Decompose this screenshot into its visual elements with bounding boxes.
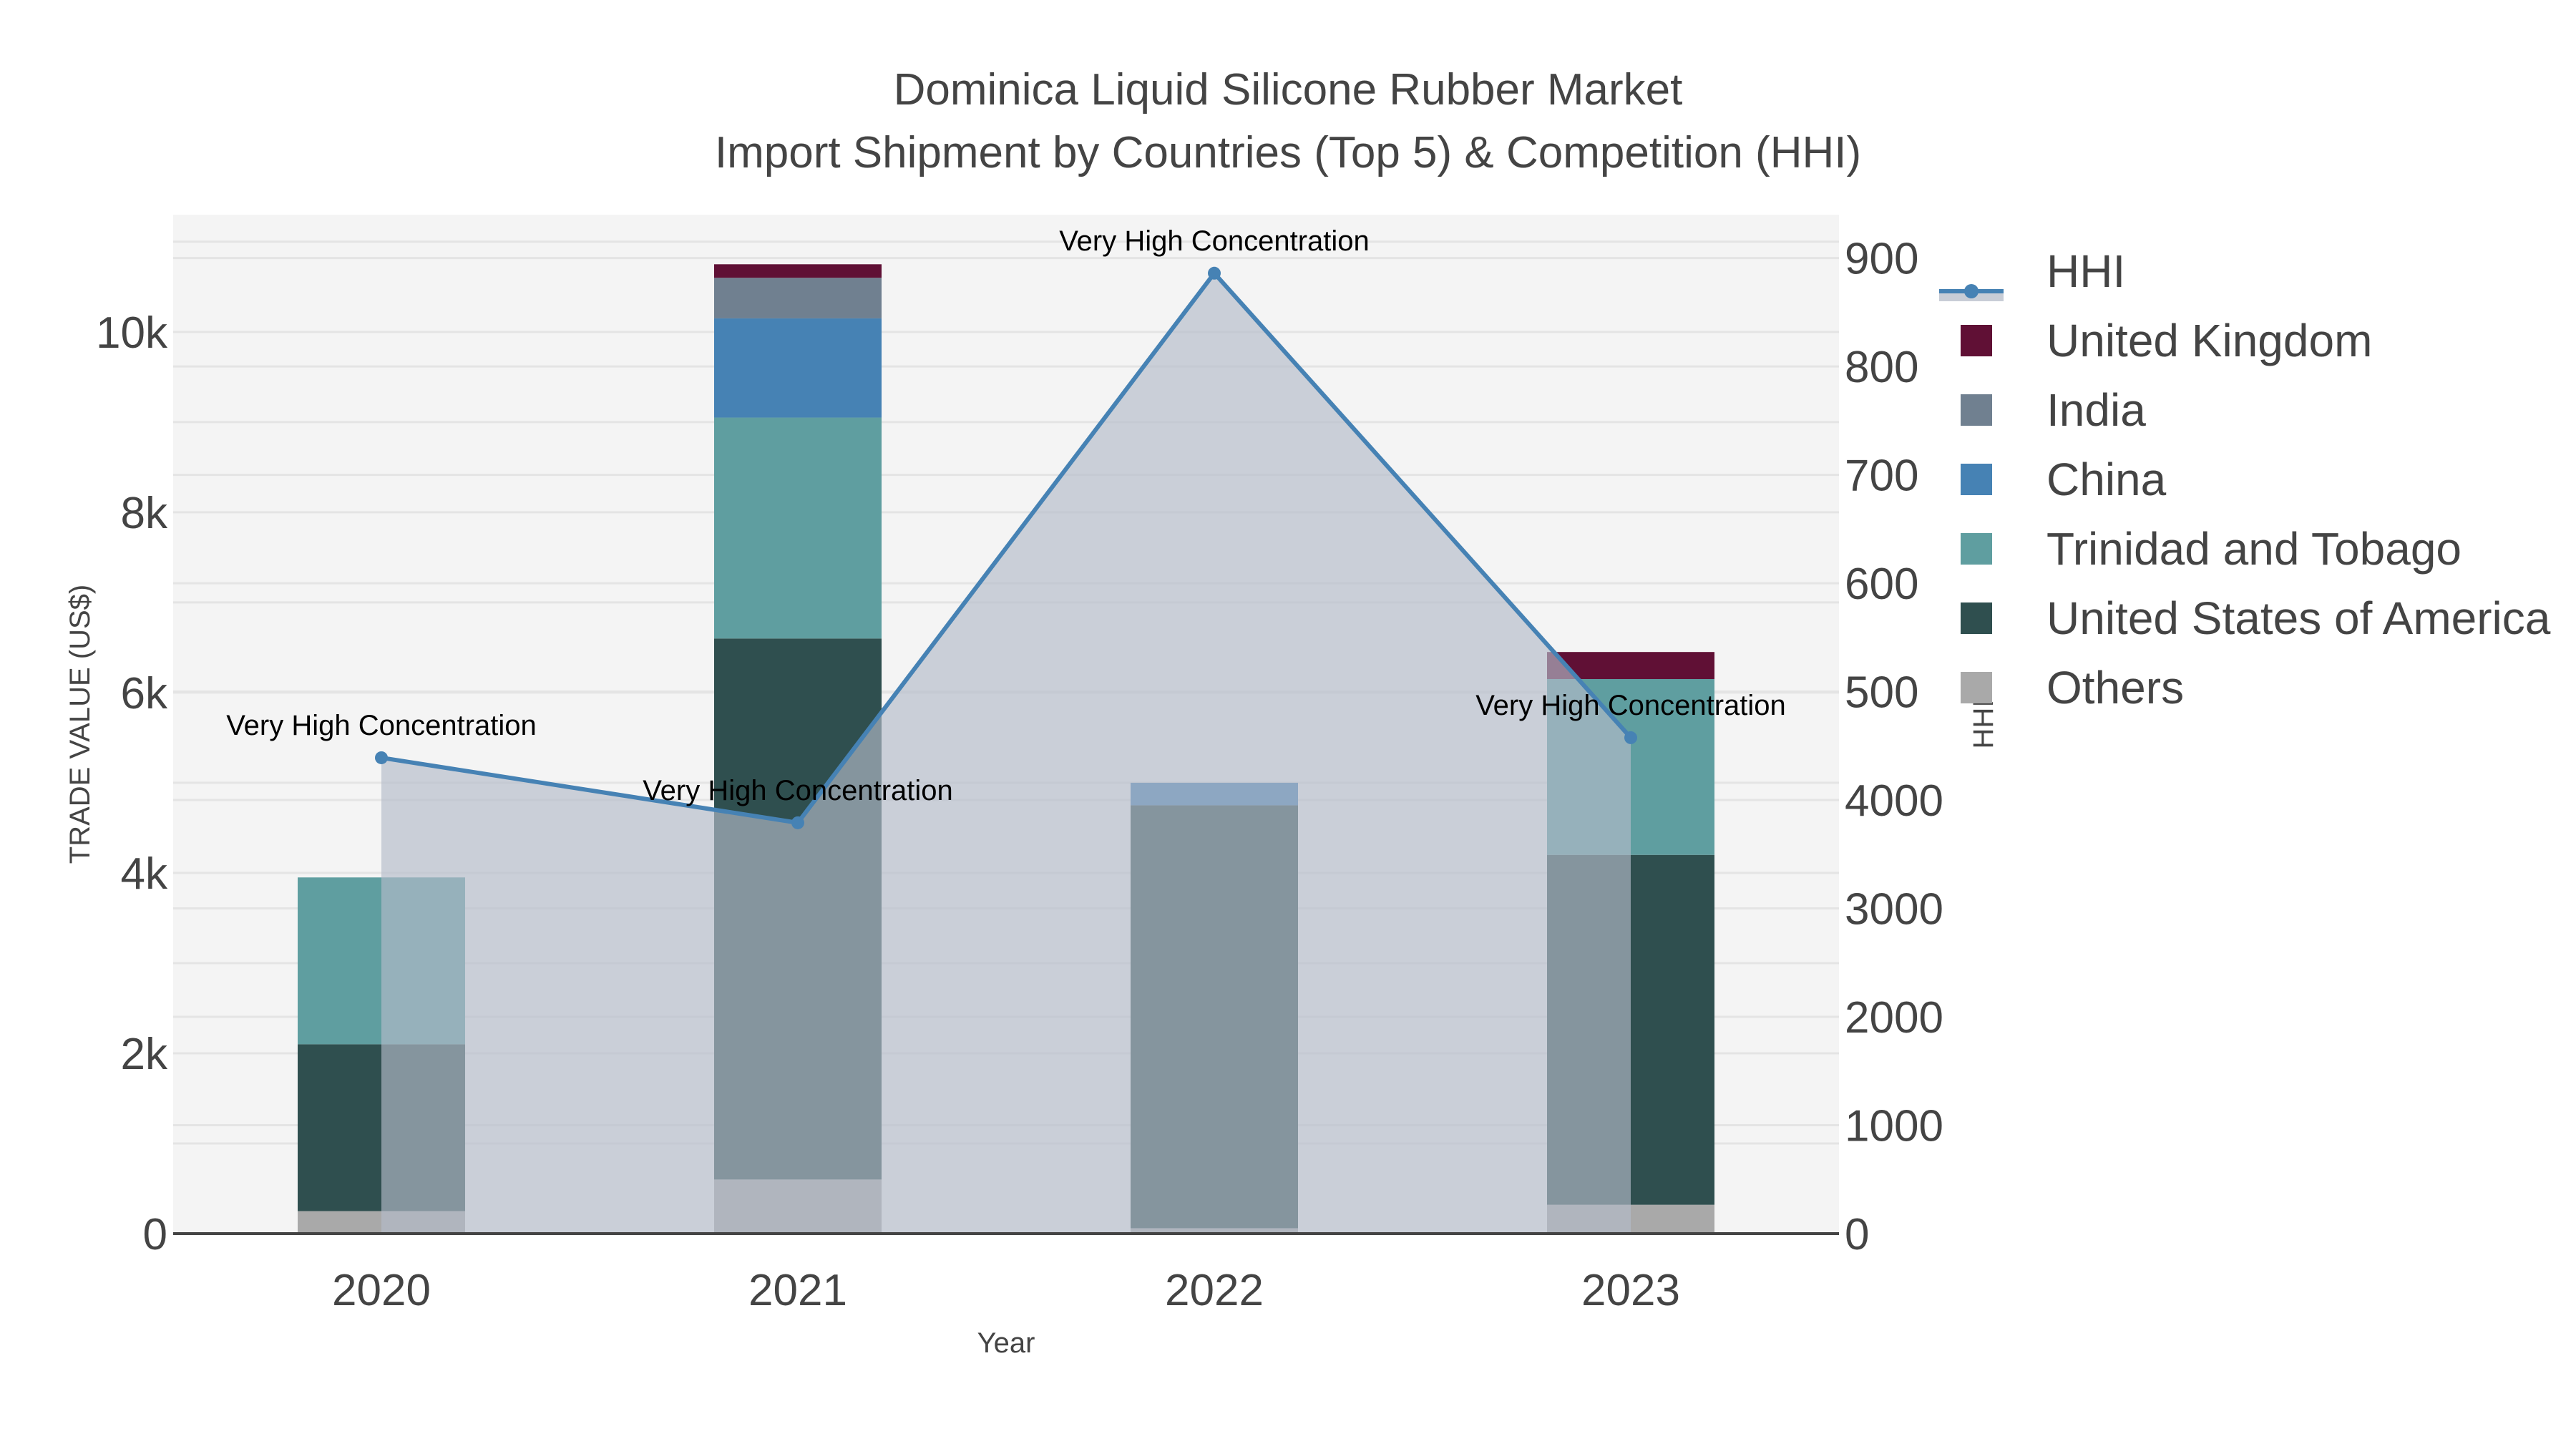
color-swatch-icon bbox=[1961, 463, 1992, 495]
legend-label: China bbox=[2046, 453, 2167, 505]
color-swatch-icon bbox=[1961, 532, 1992, 565]
hhi-point[interactable] bbox=[1208, 266, 1221, 280]
x-tick-label: 2022 bbox=[1165, 1266, 1264, 1315]
y-axis-title: TRADE VALUE (US$) bbox=[64, 585, 96, 864]
legend-item[interactable]: Trinidad and Tobago bbox=[1939, 514, 2550, 583]
legend-label: Others bbox=[2046, 661, 2185, 713]
hhi-line bbox=[381, 270, 1633, 826]
y2-tick-label: 700 bbox=[1845, 452, 1918, 501]
hhi-area bbox=[381, 273, 1631, 1234]
y-tick-label: 0 bbox=[143, 1210, 167, 1259]
y-tick-label: 2k bbox=[121, 1030, 168, 1079]
legend-item[interactable]: United States of America bbox=[1939, 583, 2550, 653]
y-tick-label: 8k bbox=[121, 489, 168, 538]
color-swatch-icon bbox=[1961, 324, 1992, 356]
x-tick-label: 2021 bbox=[748, 1266, 847, 1315]
line-marker-icon bbox=[1939, 260, 2004, 301]
y2-tick-label: 800 bbox=[1845, 343, 1918, 392]
hhi-annotation: Very High Concentration bbox=[1059, 225, 1370, 257]
y2-tick-label: 500 bbox=[1845, 668, 1918, 718]
legend-label: United States of America bbox=[2046, 592, 2551, 644]
y2-tick-label: 0 bbox=[1845, 1210, 1869, 1259]
y2-tick-label: 4000 bbox=[1845, 776, 1943, 826]
legend-item[interactable]: China bbox=[1939, 444, 2550, 514]
legend-label: United Kingdom bbox=[2046, 314, 2373, 366]
y-tick-label: 4k bbox=[121, 849, 168, 899]
legend-item[interactable]: Others bbox=[1939, 653, 2550, 722]
x-tick-label: 2020 bbox=[332, 1266, 431, 1315]
hhi-point[interactable] bbox=[1624, 731, 1637, 744]
legend-label: Trinidad and Tobago bbox=[2046, 522, 2462, 575]
legend-item[interactable]: HHI bbox=[1939, 236, 2550, 306]
y2-tick-label: 600 bbox=[1845, 560, 1918, 609]
color-swatch-icon bbox=[1961, 671, 1992, 703]
y2-tick-label: 1000 bbox=[1845, 1102, 1943, 1151]
legend: HHI United Kingdom India China Trinidad and … bbox=[1939, 236, 2550, 722]
color-swatch-icon bbox=[1961, 394, 1992, 426]
hhi-annotation: Very High Concentration bbox=[643, 775, 953, 806]
bar-segment[interactable] bbox=[714, 318, 882, 418]
color-swatch-icon bbox=[1961, 602, 1992, 634]
bar-segment[interactable] bbox=[714, 417, 882, 639]
chart-subtitle: Import Shipment by Countries (Top 5) & C… bbox=[714, 128, 1862, 177]
hhi-annotation: Very High Concentration bbox=[1475, 690, 1786, 721]
chart-title: Dominica Liquid Silicone Rubber Market bbox=[893, 65, 1683, 114]
y2-axis-title: HHI bbox=[1968, 700, 1999, 749]
legend-item[interactable]: India bbox=[1939, 375, 2550, 444]
hhi-point[interactable] bbox=[791, 816, 804, 829]
legend-label: India bbox=[2046, 384, 2146, 436]
y2-tick-label: 3000 bbox=[1845, 885, 1943, 935]
x-axis-title: Year bbox=[977, 1327, 1035, 1359]
hhi-annotation: Very High Concentration bbox=[226, 710, 537, 741]
y2-tick-label: 900 bbox=[1845, 235, 1918, 284]
legend-item[interactable]: United Kingdom bbox=[1939, 306, 2550, 375]
hhi-point[interactable] bbox=[375, 751, 388, 764]
bar-segment[interactable] bbox=[714, 264, 882, 278]
legend-label: HHI bbox=[2046, 245, 2126, 297]
y2-tick-label: 2000 bbox=[1845, 993, 1943, 1043]
x-tick-label: 2023 bbox=[1581, 1266, 1680, 1315]
y-tick-label: 10k bbox=[96, 308, 168, 358]
bar-segment[interactable] bbox=[714, 278, 882, 318]
y-tick-label: 6k bbox=[121, 669, 168, 718]
